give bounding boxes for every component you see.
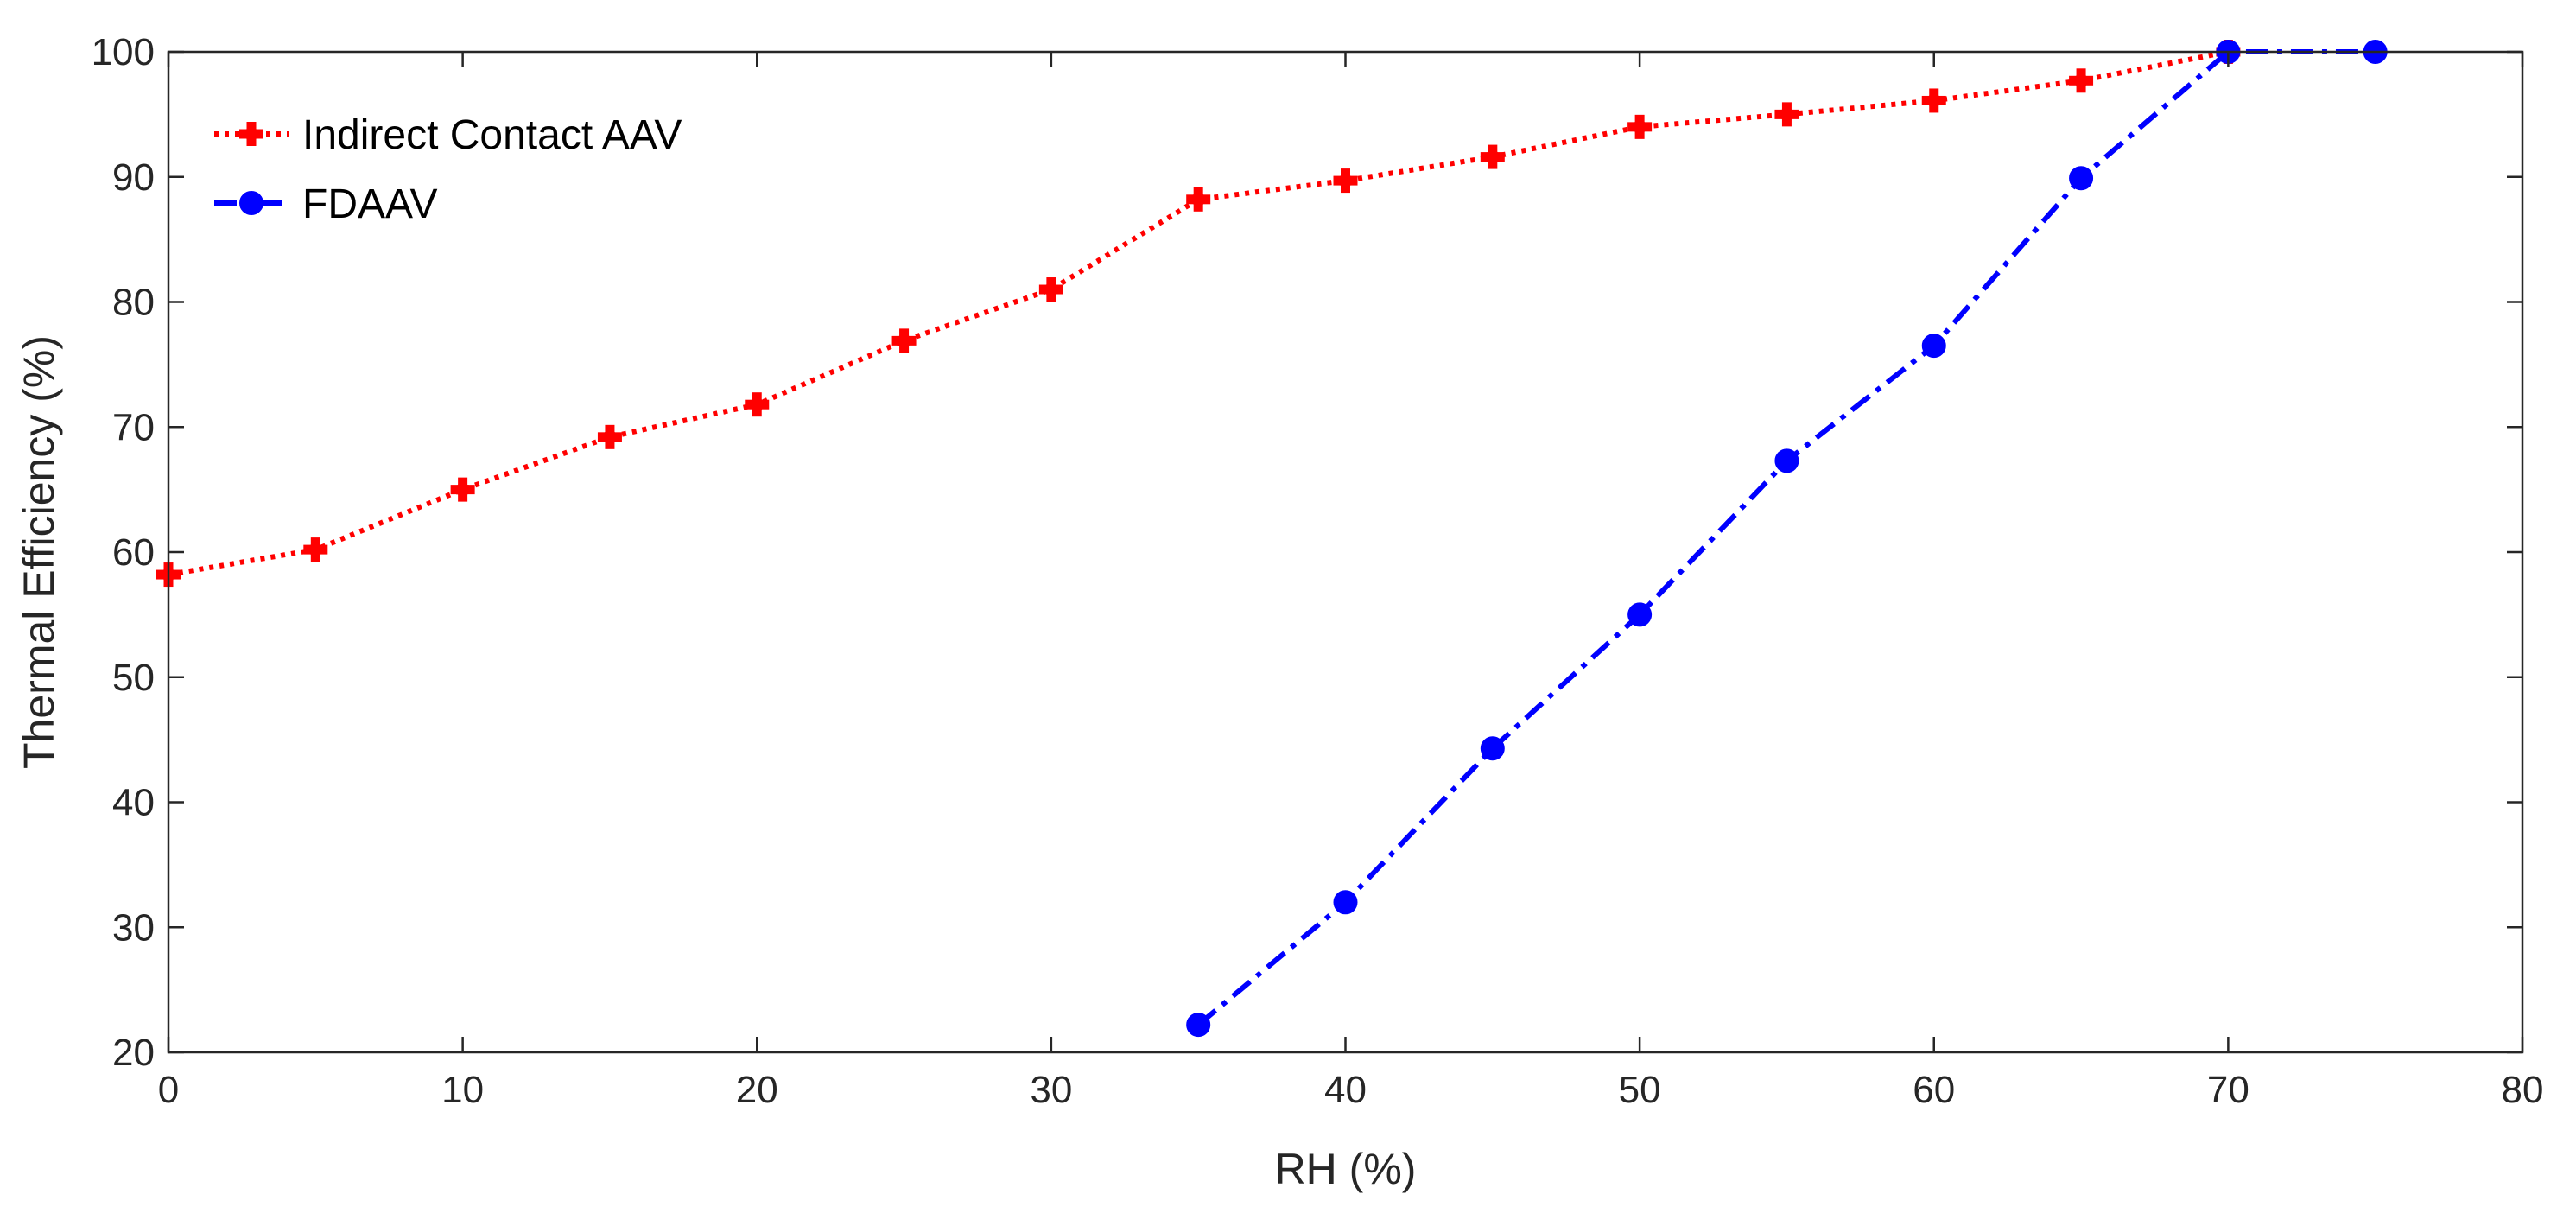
x-tick-label: 60	[1913, 1069, 1955, 1111]
data-point-indirect-contact-aav	[891, 328, 917, 353]
data-point-indirect-contact-aav	[597, 424, 622, 449]
x-tick-label: 20	[736, 1069, 778, 1111]
y-tick-label: 30	[112, 906, 155, 949]
data-point-indirect-contact-aav	[1038, 277, 1063, 302]
legend-marker-indirect-contact-aav	[239, 122, 263, 146]
data-point-indirect-contact-aav	[1627, 114, 1653, 139]
legend-label-fdaav: FDAAV	[302, 181, 437, 227]
y-tick-label: 100	[92, 31, 155, 73]
x-tick-label: 10	[441, 1069, 484, 1111]
data-point-indirect-contact-aav	[303, 537, 328, 562]
x-tick-label: 30	[1030, 1069, 1072, 1111]
series-line-indirect-contact-aav	[168, 49, 2229, 578]
x-tick-label: 80	[2502, 1069, 2544, 1111]
data-point-fdaav	[1774, 448, 1799, 473]
data-point-indirect-contact-aav	[1333, 168, 1358, 194]
x-axis-title: RH (%)	[1275, 1145, 1417, 1193]
data-point-indirect-contact-aav	[450, 477, 475, 502]
x-tick-label: 50	[1619, 1069, 1661, 1111]
data-point-fdaav	[1186, 1013, 1211, 1038]
y-tick-label: 80	[112, 282, 155, 324]
data-point-indirect-contact-aav	[1921, 88, 1946, 113]
data-point-fdaav	[1921, 334, 1946, 359]
y-tick-label: 50	[112, 657, 155, 699]
y-tick-label: 40	[112, 782, 155, 824]
data-point-indirect-contact-aav	[1480, 144, 1505, 169]
y-tick-label: 20	[112, 1032, 155, 1074]
legend: Indirect Contact AAV FDAAV	[214, 112, 682, 227]
legend-entry-fdaav: FDAAV	[214, 181, 437, 227]
y-tick-label: 90	[112, 156, 155, 199]
axes-layer: 0 10 20 30 40 50 60 70 80 20 30 40 50 60 70 80 90 100	[92, 31, 2544, 1111]
y-tick-label: 70	[112, 406, 155, 448]
data-point-indirect-contact-aav	[1774, 102, 1799, 127]
data-point-indirect-contact-aav	[1186, 187, 1211, 212]
legend-marker-fdaav	[239, 191, 263, 215]
data-point-fdaav	[2069, 166, 2094, 191]
x-tick-label: 0	[158, 1069, 179, 1111]
data-point-indirect-contact-aav	[2069, 68, 2094, 93]
legend-entry-indirect-contact-aav: Indirect Contact AAV	[214, 112, 682, 158]
data-point-fdaav	[1627, 602, 1653, 627]
x-tick-label: 40	[1324, 1069, 1367, 1111]
y-axis-title: Thermal Efficiency (%)	[15, 335, 63, 769]
legend-label-indirect-contact-aav: Indirect Contact AAV	[302, 112, 682, 158]
data-point-indirect-contact-aav	[745, 392, 770, 417]
data-point-fdaav	[1480, 736, 1505, 761]
data-point-fdaav	[1333, 890, 1358, 915]
y-tick-label: 60	[112, 531, 155, 574]
x-tick-label: 70	[2207, 1069, 2249, 1111]
